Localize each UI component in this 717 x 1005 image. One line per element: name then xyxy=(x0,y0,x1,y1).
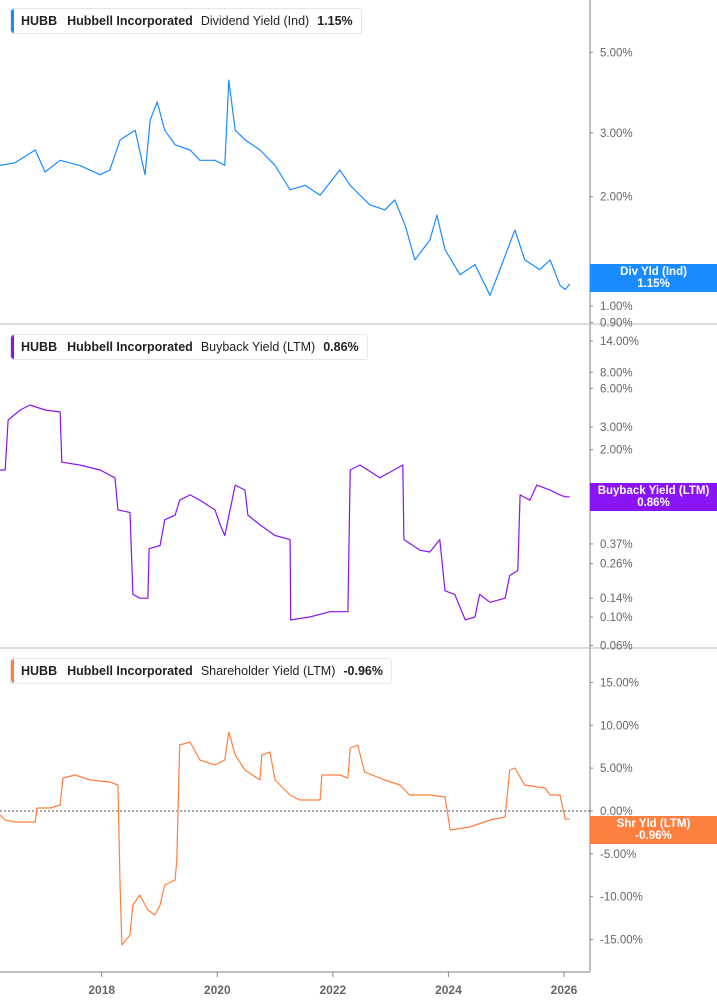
y-tick-label: 5.00% xyxy=(600,47,633,59)
legend-metric: Dividend Yield (Ind) xyxy=(200,14,310,28)
legend-ticker: HUBB xyxy=(21,14,58,28)
legend-company: Hubbell Incorporated xyxy=(67,14,193,28)
legend-metric: Shareholder Yield (LTM) xyxy=(200,664,336,678)
legend-color-bar xyxy=(11,659,14,683)
legend-dividend[interactable]: HUBB Hubbell Incorporated Dividend Yield… xyxy=(10,8,362,34)
legend-buyback[interactable]: HUBB Hubbell Incorporated Buyback Yield … xyxy=(10,334,368,360)
series-line-2 xyxy=(0,731,570,946)
legend-color-bar xyxy=(11,9,14,33)
legend-value: -0.96% xyxy=(343,664,383,678)
y-tick-label: 0.06% xyxy=(600,641,633,653)
legend-ticker: HUBB xyxy=(21,340,58,354)
legend-metric: Buyback Yield (LTM) xyxy=(200,340,316,354)
x-tick-label: 2022 xyxy=(319,983,346,997)
y-tick-label: 14.00% xyxy=(600,336,639,348)
y-tick-label: 3.00% xyxy=(600,422,633,434)
legend-color-bar xyxy=(11,335,14,359)
tag-value: 1.15% xyxy=(637,278,670,290)
last-value-tag-buyback: Buyback Yield (LTM) 0.86% xyxy=(590,483,717,511)
x-tick-label: 2018 xyxy=(88,983,115,997)
last-value-tag-shareholder: Shr Yld (LTM) -0.96% xyxy=(590,816,717,844)
legend-value: 1.15% xyxy=(317,14,353,28)
y-tick-label: 0.10% xyxy=(600,612,633,624)
tag-label: Div Yld (Ind) xyxy=(620,266,687,278)
legend-company: Hubbell Incorporated xyxy=(67,340,193,354)
y-tick-label: 0.14% xyxy=(600,593,633,605)
y-tick-label: -15.00% xyxy=(600,935,643,947)
y-tick-label: 6.00% xyxy=(600,383,633,395)
y-tick-label: -5.00% xyxy=(600,849,636,861)
last-value-tag-dividend: Div Yld (Ind) 1.15% xyxy=(590,264,717,292)
y-tick-label: 15.00% xyxy=(600,677,639,689)
y-tick-label: 1.00% xyxy=(600,301,633,313)
y-tick-label: 3.00% xyxy=(600,128,633,140)
tag-label: Buyback Yield (LTM) xyxy=(597,485,710,497)
x-tick-label: 2026 xyxy=(551,983,578,997)
legend-ticker: HUBB xyxy=(21,664,58,678)
y-tick-label: 0.90% xyxy=(600,318,633,330)
y-tick-label: -10.00% xyxy=(600,892,643,904)
y-tick-label: 0.00% xyxy=(600,806,633,818)
tag-label: Shr Yld (LTM) xyxy=(616,818,691,830)
y-tick-label: 5.00% xyxy=(600,763,633,775)
legend-value: 0.86% xyxy=(323,340,359,354)
x-tick-label: 2020 xyxy=(204,983,231,997)
series-line-0 xyxy=(0,79,571,296)
y-tick-label: 8.00% xyxy=(600,367,633,379)
tag-value: 0.86% xyxy=(637,497,670,509)
y-tick-label: 0.37% xyxy=(600,539,633,551)
y-tick-label: 2.00% xyxy=(600,192,633,204)
tag-value: -0.96% xyxy=(635,830,672,842)
legend-shareholder[interactable]: HUBB Hubbell Incorporated Shareholder Yi… xyxy=(10,658,392,684)
y-tick-label: 10.00% xyxy=(600,720,639,732)
y-tick-label: 0.26% xyxy=(600,559,633,571)
legend-company: Hubbell Incorporated xyxy=(67,664,193,678)
x-tick-label: 2024 xyxy=(435,983,462,997)
y-tick-label: 2.00% xyxy=(600,445,633,457)
series-line-1 xyxy=(0,404,570,621)
